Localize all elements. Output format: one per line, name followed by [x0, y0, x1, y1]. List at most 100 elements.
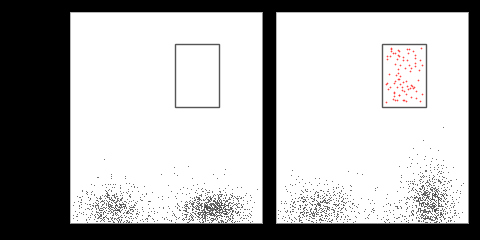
Point — [321, 200, 328, 204]
Point — [429, 193, 436, 197]
Point — [324, 205, 331, 209]
Point — [182, 206, 190, 210]
Point — [114, 213, 121, 216]
Point — [203, 203, 211, 206]
Point — [417, 212, 424, 216]
Point — [222, 211, 230, 215]
Point — [116, 183, 123, 186]
Point — [370, 206, 377, 210]
Point — [439, 216, 446, 219]
Point — [324, 206, 331, 210]
Point — [423, 186, 431, 190]
Point — [418, 192, 425, 196]
Point — [187, 195, 194, 198]
Point — [394, 215, 402, 219]
Point — [218, 203, 226, 207]
Point — [302, 203, 310, 207]
Point — [447, 205, 455, 209]
Point — [287, 220, 295, 224]
Point — [412, 90, 420, 93]
Point — [422, 169, 430, 173]
Point — [188, 199, 195, 203]
Point — [229, 198, 237, 202]
Point — [178, 213, 186, 217]
Point — [438, 193, 445, 197]
Point — [432, 194, 440, 198]
Point — [405, 184, 413, 188]
Point — [431, 213, 439, 217]
Point — [212, 206, 219, 210]
Point — [389, 212, 397, 216]
Point — [308, 219, 315, 223]
Point — [192, 204, 200, 208]
Point — [324, 212, 332, 216]
Point — [123, 219, 131, 223]
Point — [132, 212, 140, 216]
Point — [442, 211, 449, 215]
Point — [237, 202, 245, 206]
Point — [434, 196, 442, 199]
Point — [427, 204, 435, 208]
Point — [416, 189, 424, 193]
Point — [226, 208, 233, 211]
Point — [440, 199, 448, 203]
Point — [214, 217, 221, 221]
Point — [417, 203, 425, 206]
Point — [431, 192, 438, 196]
Point — [115, 208, 123, 212]
Point — [316, 200, 324, 204]
Point — [94, 201, 101, 205]
Point — [120, 204, 127, 208]
Point — [412, 215, 420, 218]
Point — [214, 201, 222, 204]
Point — [215, 202, 223, 206]
Point — [223, 203, 230, 207]
Point — [438, 213, 445, 216]
Point — [129, 204, 137, 208]
Point — [120, 204, 127, 208]
Point — [206, 207, 214, 210]
Point — [335, 193, 343, 197]
Point — [201, 200, 209, 204]
Point — [179, 185, 187, 189]
Point — [350, 209, 358, 213]
Point — [213, 177, 220, 180]
Point — [194, 206, 202, 210]
Point — [431, 220, 439, 223]
Point — [124, 208, 132, 212]
Point — [416, 186, 423, 190]
Point — [99, 199, 107, 203]
Point — [414, 172, 421, 176]
Point — [419, 204, 426, 208]
Point — [110, 208, 118, 211]
Point — [215, 210, 223, 213]
Point — [222, 209, 230, 212]
Point — [322, 208, 330, 212]
Point — [185, 206, 193, 210]
Point — [216, 204, 224, 208]
Point — [406, 179, 413, 183]
Point — [425, 216, 432, 219]
Point — [310, 220, 317, 223]
Point — [208, 195, 216, 199]
Point — [421, 191, 429, 194]
Point — [107, 203, 115, 207]
Point — [205, 206, 213, 210]
Point — [219, 220, 227, 223]
Point — [400, 217, 408, 221]
Point — [112, 217, 120, 221]
Point — [131, 184, 138, 188]
Point — [418, 185, 426, 189]
Point — [211, 192, 218, 196]
Point — [295, 214, 303, 218]
Point — [242, 221, 250, 225]
Point — [235, 212, 242, 216]
Point — [206, 208, 214, 212]
Point — [349, 197, 357, 201]
Point — [228, 207, 235, 211]
Point — [122, 200, 130, 204]
Point — [172, 215, 180, 219]
Point — [424, 211, 432, 215]
Point — [431, 186, 439, 190]
Point — [397, 173, 405, 177]
